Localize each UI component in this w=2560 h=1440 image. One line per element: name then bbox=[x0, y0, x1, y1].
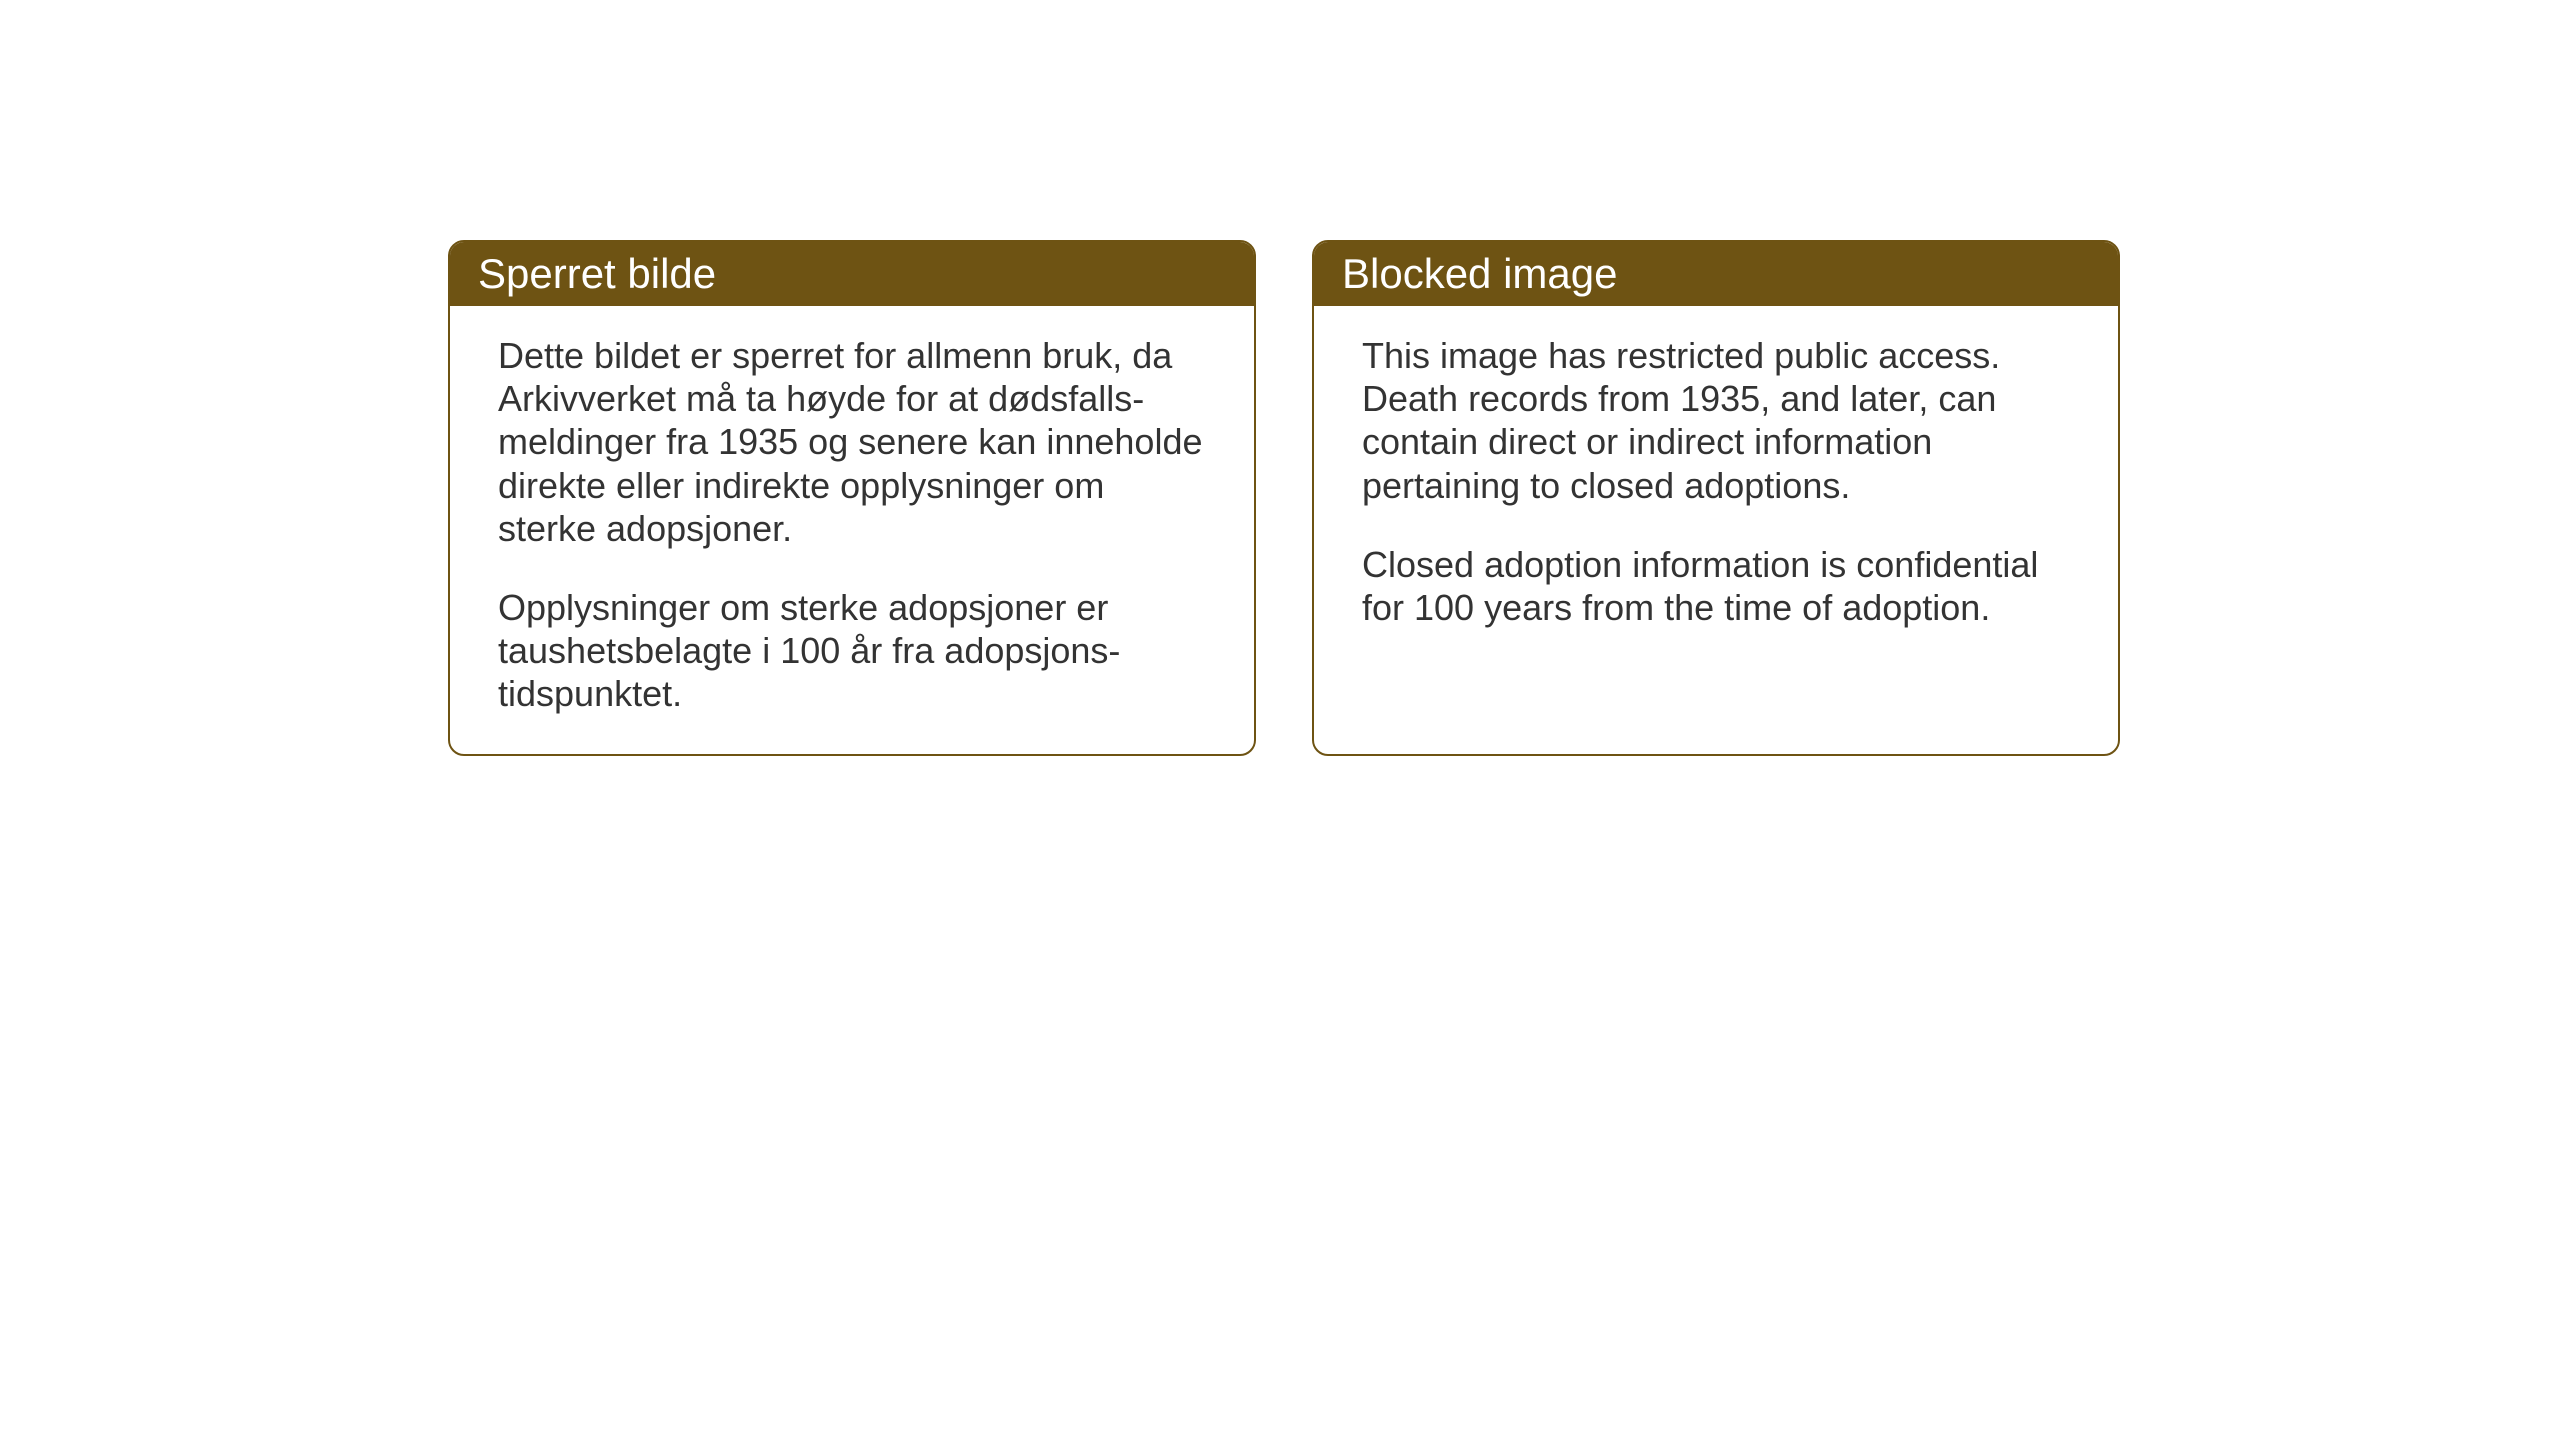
card-body-norwegian: Dette bildet er sperret for allmenn bruk… bbox=[450, 306, 1254, 754]
notice-card-norwegian: Sperret bilde Dette bildet er sperret fo… bbox=[448, 240, 1256, 756]
cards-container: Sperret bilde Dette bildet er sperret fo… bbox=[448, 240, 2120, 756]
card-paragraph: Opplysninger om sterke adopsjoner er tau… bbox=[498, 586, 1206, 716]
card-paragraph: Dette bildet er sperret for allmenn bruk… bbox=[498, 334, 1206, 550]
card-paragraph: This image has restricted public access.… bbox=[1362, 334, 2070, 507]
card-title-english: Blocked image bbox=[1314, 242, 2118, 306]
card-paragraph: Closed adoption information is confident… bbox=[1362, 543, 2070, 629]
notice-card-english: Blocked image This image has restricted … bbox=[1312, 240, 2120, 756]
card-body-english: This image has restricted public access.… bbox=[1314, 306, 2118, 667]
card-title-norwegian: Sperret bilde bbox=[450, 242, 1254, 306]
